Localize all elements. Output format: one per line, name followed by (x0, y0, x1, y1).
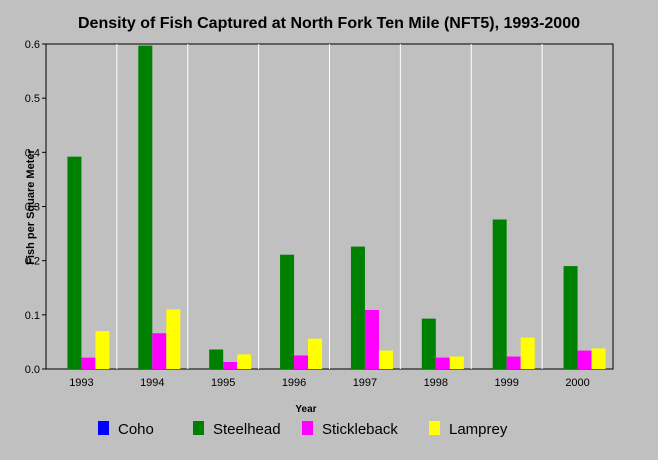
x-tick-label: 1996 (282, 377, 306, 389)
y-ticks: 0.0 0.1 0.2 0.3 0.4 0.5 0.6 (25, 39, 46, 376)
bar-steelhead-1999 (492, 219, 507, 369)
bar-steelhead-1994 (138, 45, 153, 369)
x-ticks: 1993 1994 1995 1996 1997 1998 1999 2000 (69, 377, 590, 389)
legend-swatch (429, 421, 440, 435)
x-tick-label: 1994 (140, 377, 164, 389)
bar-steelhead-1998 (421, 318, 436, 369)
bar-stickleback-1997 (364, 309, 379, 369)
bar-lamprey-1998 (449, 356, 464, 369)
x-tick-label: 2000 (565, 377, 589, 389)
bar-lamprey-1993 (95, 331, 110, 369)
legend: Coho Steelhead Stickleback Lamprey (98, 421, 508, 438)
x-tick-label: 1998 (424, 377, 448, 389)
legend-item-coho: Coho (98, 421, 154, 438)
legend-label: Coho (118, 421, 154, 438)
y-tick-label: 0.1 (25, 310, 40, 322)
bar-stickleback-1998 (435, 357, 450, 369)
bar-steelhead-1995 (209, 349, 224, 369)
bar-stickleback-1994 (152, 333, 167, 369)
legend-swatch (98, 421, 109, 435)
x-tick-label: 1995 (211, 377, 235, 389)
legend-swatch (193, 421, 204, 435)
y-tick-label: 0.6 (25, 39, 40, 51)
legend-item-stickleback: Stickleback (302, 421, 398, 438)
grid-lines (116, 44, 543, 369)
legend-label: Steelhead (213, 421, 281, 438)
legend-item-lamprey: Lamprey (429, 421, 508, 438)
y-tick-label: 0.5 (25, 93, 40, 105)
legend-label: Lamprey (449, 421, 508, 438)
y-tick-label: 0.4 (25, 147, 40, 159)
bar-lamprey-1997 (378, 350, 393, 369)
bar-steelhead-1997 (350, 246, 365, 369)
bar-steelhead-2000 (563, 266, 578, 369)
bar-lamprey-1994 (166, 309, 181, 369)
x-tick-label: 1993 (69, 377, 93, 389)
bar-stickleback-2000 (577, 350, 592, 369)
legend-swatch (302, 421, 313, 435)
legend-item-steelhead: Steelhead (193, 421, 281, 438)
bar-stickleback-1993 (81, 357, 96, 369)
bar-stickleback-1996 (294, 355, 309, 369)
bar-lamprey-1999 (520, 337, 535, 369)
y-tick-label: 0.2 (25, 256, 40, 268)
x-axis-label: Year (295, 404, 316, 415)
bar-lamprey-2000 (591, 348, 606, 369)
y-tick-label: 0.0 (25, 364, 40, 376)
legend-label: Stickleback (322, 421, 398, 438)
y-axis-label: Fish per Square Meter (25, 149, 37, 265)
x-tick-label: 1999 (494, 377, 518, 389)
bars (67, 45, 606, 369)
bar-stickleback-1995 (223, 361, 238, 369)
bar-lamprey-1995 (237, 354, 252, 369)
bar-steelhead-1993 (67, 156, 82, 369)
chart-title: Density of Fish Captured at North Fork T… (78, 15, 580, 32)
bar-lamprey-1996 (308, 338, 323, 369)
y-tick-label: 0.3 (25, 202, 40, 214)
x-tick-label: 1997 (353, 377, 377, 389)
bar-stickleback-1999 (506, 356, 521, 369)
bar-steelhead-1996 (280, 254, 295, 369)
